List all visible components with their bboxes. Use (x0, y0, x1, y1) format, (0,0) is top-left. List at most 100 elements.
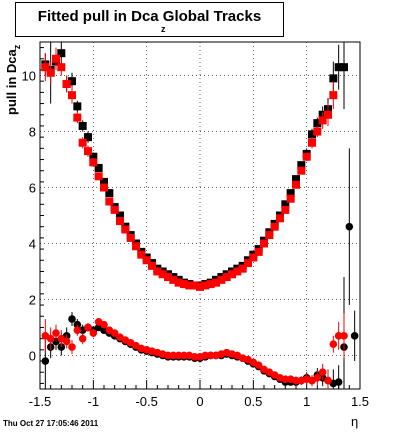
data-point-circle (281, 375, 290, 384)
data-point-square (73, 113, 82, 122)
x-tick-label: 1.5 (351, 394, 369, 409)
data-point-square (164, 273, 172, 282)
data-point-square (270, 222, 279, 231)
x-tick-label: -0.5 (135, 394, 157, 409)
data-point-square (100, 177, 108, 186)
data-point-square (105, 197, 114, 206)
data-point-circle (62, 337, 71, 346)
data-point-square (265, 231, 274, 240)
data-point-circle (345, 222, 354, 231)
data-point-circle (89, 329, 98, 337)
data-point-square (84, 147, 92, 156)
y-tick-label: 2 (29, 292, 36, 307)
data-point-square (52, 54, 60, 63)
data-point-square (78, 138, 87, 147)
data-point-circle (52, 329, 60, 337)
x-axis-label: η (351, 414, 359, 429)
data-point-circle (73, 326, 82, 335)
data-point-square (169, 275, 178, 284)
data-point-circle (313, 374, 322, 382)
data-point-square (46, 68, 55, 77)
data-point-square (126, 233, 135, 242)
data-point-square (84, 133, 92, 142)
data-point-square (286, 194, 295, 203)
data-point-circle (110, 329, 119, 337)
data-point-square (228, 270, 236, 279)
data-point-circle (329, 340, 338, 349)
x-tick-label: -1 (88, 394, 100, 409)
data-point-circle (100, 320, 108, 329)
y-tick-label: 10 (22, 69, 36, 84)
data-point-square (329, 74, 338, 83)
data-point-circle (254, 361, 263, 370)
data-point-square (105, 189, 114, 198)
data-point-square (281, 205, 290, 214)
x-tick-label: 0.5 (244, 394, 262, 409)
data-point-square (302, 152, 311, 161)
data-point-square (94, 163, 103, 172)
data-point-square (180, 280, 188, 289)
data-point-circle (334, 332, 343, 340)
x-tick-label: 1 (303, 394, 310, 409)
data-point-square (292, 180, 300, 189)
data-point-circle (318, 368, 327, 377)
data-point-circle (68, 343, 76, 351)
data-point-square (206, 280, 215, 289)
data-point-square (308, 138, 316, 147)
data-point-square (142, 256, 151, 265)
title-box: Fitted pull in Dca Global Tracks z (15, 2, 284, 37)
data-point-square (110, 205, 119, 214)
data-point-square (121, 225, 130, 234)
data-point-square (116, 217, 124, 226)
data-point-circle (206, 351, 215, 360)
data-point-square (217, 275, 226, 284)
data-point-circle (174, 351, 183, 360)
data-point-square (57, 49, 66, 58)
data-point-circle (324, 376, 332, 385)
y-tick-label: 4 (29, 236, 36, 251)
data-point-square (254, 247, 263, 256)
data-point-circle (68, 315, 76, 323)
data-point-square (260, 239, 268, 248)
data-point-square (329, 91, 338, 100)
footer-timestamp: Thu Oct 27 17:05:46 2011 (3, 419, 99, 428)
data-point-square (334, 63, 343, 72)
data-point-square (340, 63, 348, 72)
data-point-square (89, 152, 98, 161)
data-point-square (148, 261, 156, 270)
data-point-circle (180, 351, 188, 360)
data-point-square (313, 119, 322, 128)
data-point-square (286, 189, 295, 198)
data-point-circle (340, 332, 348, 340)
data-point-square (313, 127, 322, 136)
data-point-square (249, 253, 258, 262)
data-point-square (137, 250, 146, 259)
data-point-square (174, 278, 183, 287)
data-point-circle (350, 332, 359, 340)
data-point-circle (46, 334, 55, 343)
data-point-square (94, 172, 103, 181)
x-tick-label: -1.5 (29, 394, 51, 409)
data-point-square (57, 63, 66, 72)
data-point-square (62, 79, 71, 88)
data-point-circle (57, 343, 66, 351)
data-point-circle (84, 323, 92, 332)
data-point-square (116, 211, 124, 220)
data-point-square (89, 158, 98, 167)
data-point-square (100, 183, 108, 192)
data-point-square (222, 273, 231, 282)
data-point-square (244, 259, 252, 268)
data-point-circle (190, 353, 199, 361)
y-tick-label: 8 (29, 125, 36, 140)
data-point-square (78, 121, 87, 130)
data-point-circle (292, 376, 300, 385)
data-point-square (68, 77, 76, 86)
data-point-square (190, 281, 199, 290)
data-point-square (158, 270, 167, 279)
data-point-square (281, 200, 290, 209)
data-point-square (185, 281, 194, 290)
chart-title-subscript: z (161, 24, 166, 34)
data-point-square (153, 267, 162, 276)
data-point-square (297, 161, 306, 170)
data-point-square (132, 242, 140, 251)
